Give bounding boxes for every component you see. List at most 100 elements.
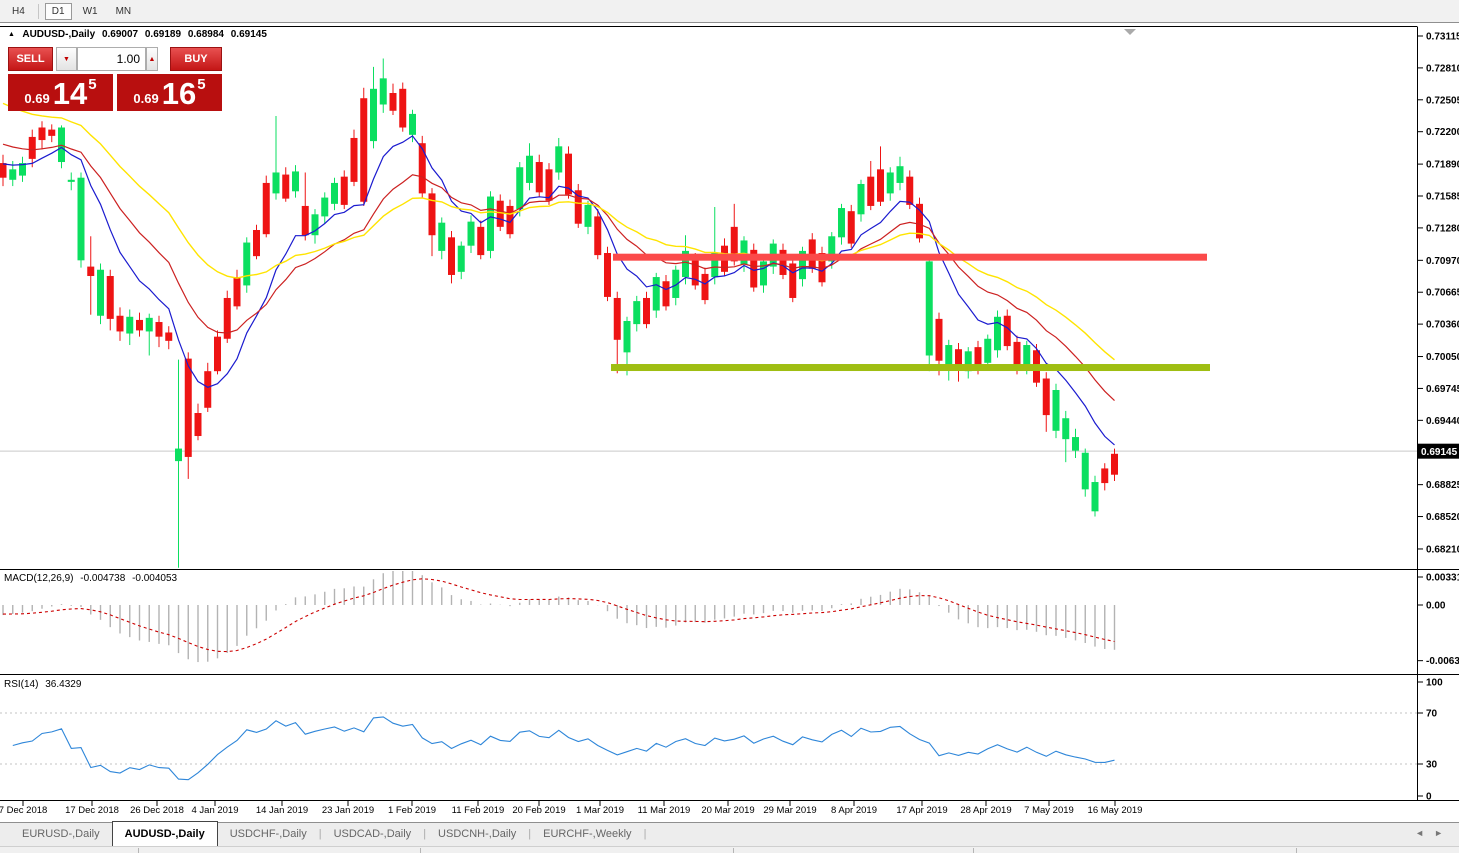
volume-input[interactable]: 1.00 [77,47,146,71]
symbol-period-label: AUDUSD-,Daily [22,29,96,40]
svg-text:0.72505: 0.72505 [1426,95,1459,106]
sell-quote-panel[interactable]: 0.69 14 5 [8,74,113,111]
svg-text:0.72200: 0.72200 [1426,127,1459,138]
svg-text:4 Jan 2019: 4 Jan 2019 [191,805,238,816]
svg-text:30: 30 [1426,760,1438,771]
tab-separator: | [528,828,532,840]
status-bar-divider [973,848,974,853]
svg-text:0.68210: 0.68210 [1426,544,1459,555]
svg-text:0.68825: 0.68825 [1426,480,1459,491]
current-price-value: 0.69145 [1421,447,1458,458]
svg-text:70: 70 [1426,709,1438,720]
timeframe-button-d1[interactable]: D1 [44,2,72,20]
svg-text:0.70665: 0.70665 [1426,288,1459,299]
svg-text:11 Feb 2019: 11 Feb 2019 [452,805,505,816]
svg-text:0.69745: 0.69745 [1426,384,1459,395]
svg-text:20 Feb 2019: 20 Feb 2019 [512,805,565,816]
ma-slow-line [2,102,1115,361]
macd-signal-line [2,578,1115,653]
svg-text:100: 100 [1426,678,1443,689]
svg-text:0.73115: 0.73115 [1426,32,1459,43]
timeframe-button-mn[interactable]: MN [115,5,132,17]
svg-text:11 Mar 2019: 11 Mar 2019 [638,805,691,816]
resistance-line[interactable] [613,253,1207,261]
svg-text:1 Feb 2019: 1 Feb 2019 [388,805,436,816]
svg-text:7 Dec 2018: 7 Dec 2018 [0,805,47,816]
status-bar [0,846,1459,853]
rsi-line [12,716,1115,781]
svg-text:28 Apr 2019: 28 Apr 2019 [960,805,1011,816]
buy-price-prefix: 0.69 [133,91,159,106]
support-line[interactable] [611,364,1210,372]
tab-scroll-left-icon[interactable]: ◄ [1415,828,1435,838]
ma-mid-line [2,143,1115,402]
buy-price-big: 16 [161,76,197,111]
rsi-value: 36.4329 [45,679,82,690]
svg-text:0: 0 [1426,792,1432,803]
svg-text:0.72810: 0.72810 [1426,63,1459,74]
status-bar-divider [1296,848,1297,853]
status-bar-divider [420,848,421,853]
volume-up-button[interactable]: ▲ [146,47,158,71]
volume-down-button[interactable]: ▼ [56,47,77,71]
timeframe-button-h4[interactable]: H4 [12,5,25,17]
svg-text:23 Jan 2019: 23 Jan 2019 [322,805,374,816]
price-axis: 0.73115 0.72810 0.72505 0.72200 0.71890 0.715… [1417,32,1459,555]
one-click-trade-panel: SELL ▼ 1.00 ▲ BUY 0.69 14 5 0.69 16 5 [8,47,222,111]
chart-tab-usdcaddaily[interactable]: USDCAD-,Daily [333,828,412,840]
ohlc-open: 0.69007 [101,29,139,40]
ohlc-high: 0.69189 [144,29,182,40]
tab-scroll-arrows: ◄► [1415,828,1453,838]
macd-scale: 0.003319 0.00 -0.006325 [1417,573,1459,667]
collapse-triangle-icon[interactable]: ▲ [8,31,15,38]
chart-frame [0,26,1459,801]
svg-text:0.69440: 0.69440 [1426,416,1459,427]
chart-tab-usdchfdaily[interactable]: USDCHF-,Daily [229,828,307,840]
candles-group [0,58,1118,568]
svg-text:7 May 2019: 7 May 2019 [1024,805,1074,816]
chart-tab-bar: EURUSD-,Daily AUDUSD-,Daily USDCHF-,Daily |… [0,821,1459,846]
svg-text:0.003319: 0.003319 [1426,573,1459,584]
rsi-title: RSI(14) [4,679,39,690]
ma-fast-line [2,135,1115,446]
current-price-tag [1418,443,1459,459]
sell-button[interactable]: SELL [8,47,53,71]
sell-price-prefix: 0.69 [24,91,50,106]
ohlc-close: 0.69145 [230,29,267,40]
svg-text:1 Mar 2019: 1 Mar 2019 [576,805,624,816]
rsi-label: RSI(14) 36.4329 [4,679,85,690]
svg-text:26 Dec 2018: 26 Dec 2018 [130,805,184,816]
tab-scroll-right-icon[interactable]: ► [1434,828,1453,838]
chart-title: ▲ AUDUSD-,Daily 0.69007 0.69189 0.68984 … [8,29,271,40]
tab-separator: | [423,828,427,840]
svg-text:14 Jan 2019: 14 Jan 2019 [256,805,308,816]
macd-main-value: -0.004738 [80,573,126,584]
svg-text:20 Mar 2019: 20 Mar 2019 [701,805,754,816]
toolbar-divider [37,3,39,19]
scroll-to-end-icon[interactable] [1124,29,1136,35]
rsi-scale: 100 70 30 0 [1417,678,1443,803]
tab-bar-spacer [0,823,10,846]
svg-text:0.00: 0.00 [1426,601,1446,612]
buy-quote-panel[interactable]: 0.69 16 5 [117,74,222,111]
buy-button[interactable]: BUY [170,47,222,71]
chart-tab-eurchfweekly[interactable]: EURCHF-,Weekly [543,828,632,840]
chart-tab-usdcnhdaily[interactable]: USDCNH-,Daily [438,828,517,840]
svg-text:-0.006325: -0.006325 [1426,656,1459,667]
svg-text:17 Apr 2019: 17 Apr 2019 [896,805,947,816]
svg-text:0.71890: 0.71890 [1426,160,1459,171]
tab-separator: | [643,828,647,840]
status-bar-divider [733,848,734,853]
status-bar-divider [138,848,139,853]
timeframe-button-w1[interactable]: W1 [82,5,98,17]
chart-tab-eurusddaily[interactable]: EURUSD-,Daily [22,828,100,840]
chart-tab-audusddaily[interactable]: AUDUSD-,Daily [111,821,218,846]
macd-histogram [2,571,1116,663]
buy-price-pip: 5 [197,76,206,93]
svg-text:29 Mar 2019: 29 Mar 2019 [763,805,816,816]
sell-price-pip: 5 [88,76,97,93]
macd-label: MACD(12,26,9) -0.004738 -0.004053 [4,573,181,584]
svg-text:0.70360: 0.70360 [1426,320,1459,331]
